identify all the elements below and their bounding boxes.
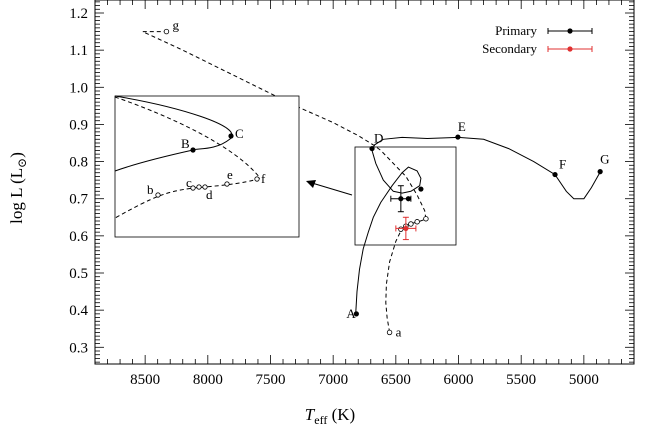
- legend-primary-marker: [567, 28, 573, 34]
- inset-secondary-point: [224, 181, 230, 187]
- secondary-track: [142, 31, 427, 333]
- point-label-F: F: [559, 157, 566, 172]
- point-label-G: G: [600, 152, 609, 167]
- zoom-inset: B Cb cde f: [114, 95, 300, 238]
- x-tick-label: 6500: [381, 372, 411, 388]
- x-axis-label: Teff (K): [305, 405, 355, 427]
- primary-point: [597, 169, 603, 175]
- zoom-arrow-head: [306, 180, 316, 188]
- secondary-point: [414, 219, 420, 225]
- x-tick-label: 5000: [569, 372, 599, 388]
- y-tick-label: 0.4: [69, 303, 88, 319]
- zoom-rectangle: [354, 146, 457, 246]
- data-points: A D E F Ga g: [163, 18, 610, 339]
- legend-secondary-label: Secondary: [482, 41, 537, 56]
- y-tick-label: 0.6: [69, 229, 88, 245]
- inset-secondary-track: [114, 96, 261, 219]
- inset-label-b: b: [147, 182, 154, 197]
- x-tick-label: 7000: [318, 372, 348, 388]
- point-label-A: A: [346, 306, 356, 321]
- legend-secondary-marker: [567, 46, 573, 52]
- primary-point: [455, 134, 461, 140]
- inset-label-B: B: [181, 136, 190, 151]
- secondary-point: [386, 329, 393, 336]
- y-tick-label: 0.7: [69, 192, 88, 208]
- evolution-tracks: [142, 31, 601, 333]
- secondary-point: [408, 221, 414, 227]
- secondary-point: [163, 28, 170, 35]
- secondary-point: [423, 216, 429, 222]
- legend-primary-label: Primary: [495, 23, 537, 38]
- inset-secondary-point: [155, 192, 161, 198]
- x-tick-label: 7500: [255, 372, 285, 388]
- inset-label-d: d: [206, 187, 213, 202]
- y-tick-label: 1.1: [69, 43, 88, 59]
- inset-frame: [114, 95, 300, 238]
- inset-point-C: [228, 133, 234, 139]
- point-label-D: D: [374, 131, 383, 146]
- inset-secondary-point: [254, 176, 260, 182]
- inset-label-c: c: [186, 175, 192, 190]
- legend: Primary Secondary: [482, 23, 593, 56]
- y-tick-label: 0.8: [69, 155, 88, 171]
- x-tick-label: 6000: [444, 372, 474, 388]
- point-label-g: g: [172, 18, 179, 33]
- inset-label-C: C: [235, 126, 244, 141]
- y-tick-label: 0.5: [69, 266, 88, 282]
- primary-point: [418, 186, 424, 192]
- y-tick-label: 0.9: [69, 117, 88, 133]
- inset-secondary-point: [196, 184, 202, 190]
- point-label-a: a: [396, 324, 402, 339]
- inset-label-f: f: [261, 171, 266, 186]
- y-tick-label: 0.3: [69, 340, 88, 356]
- plot-border: [94, 0, 635, 365]
- inset-primary-track: [114, 95, 233, 172]
- inset-label-e: e: [227, 167, 233, 182]
- point-label-E: E: [458, 119, 466, 134]
- inset-point-B: [190, 147, 196, 153]
- secondary-point: [398, 226, 404, 232]
- x-tick-label: 8500: [130, 372, 160, 388]
- y-axis-label: log L (L⊙): [7, 152, 29, 224]
- plot-frame: [94, 0, 635, 365]
- x-tick-label: 5500: [506, 372, 536, 388]
- primary-track: [355, 136, 601, 314]
- primary-point: [353, 311, 359, 317]
- inset-secondary-point: [202, 184, 208, 190]
- inset-secondary-point: [190, 185, 196, 191]
- tick-labels: 8500 8000 7500 7000 6500 6000 5500 5000 0.3 0.4 0.…: [69, 6, 599, 388]
- secondary-measurement-point: [403, 225, 409, 232]
- y-tick-label: 1.2: [69, 6, 88, 22]
- zoom-arrow-line: [311, 182, 353, 196]
- primary-point: [552, 171, 558, 178]
- y-tick-label: 1.0: [69, 80, 88, 96]
- primary-measurement-point: [398, 196, 404, 202]
- axis-ticks: [94, 0, 635, 364]
- x-tick-label: 8000: [193, 372, 223, 388]
- zoom-region-box: [306, 146, 457, 246]
